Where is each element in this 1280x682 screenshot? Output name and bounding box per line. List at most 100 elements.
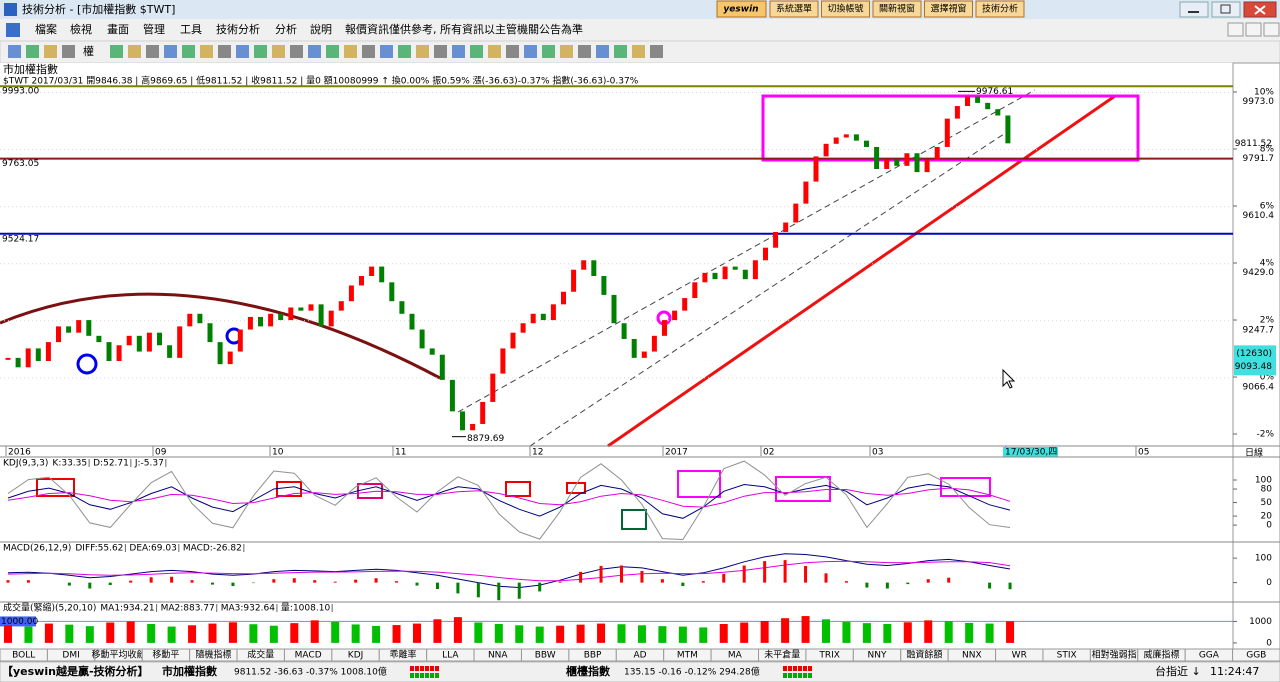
tool-icon[interactable] bbox=[62, 45, 75, 58]
top-button[interactable] bbox=[872, 0, 922, 18]
tab-label[interactable]: STIX bbox=[1057, 651, 1077, 661]
tab-label[interactable]: 未平倉量 bbox=[764, 649, 800, 661]
tab-label[interactable]: DMI bbox=[62, 651, 79, 661]
tab-label[interactable]: 乖離率 bbox=[389, 649, 416, 661]
candle bbox=[742, 269, 748, 280]
tab-label[interactable]: MA bbox=[728, 651, 743, 661]
close-icon bbox=[1254, 5, 1266, 15]
bar bbox=[85, 626, 94, 643]
tool-icon[interactable] bbox=[416, 45, 429, 58]
tab-label[interactable]: BBP bbox=[584, 651, 602, 661]
tab-label[interactable]: KDJ bbox=[348, 651, 364, 661]
tab-label[interactable]: 移動平 bbox=[152, 649, 179, 661]
candle bbox=[197, 313, 203, 324]
tool-icon[interactable] bbox=[578, 45, 591, 58]
tool-icon[interactable] bbox=[632, 45, 645, 58]
tab-label[interactable]: MTM bbox=[677, 651, 698, 661]
tab-label[interactable]: MACD bbox=[295, 651, 322, 661]
mini-bar bbox=[420, 666, 424, 671]
tool-icon[interactable] bbox=[218, 45, 231, 58]
top-button[interactable] bbox=[975, 0, 1025, 18]
top-button[interactable] bbox=[924, 0, 973, 18]
menu-item[interactable]: 檔案 bbox=[35, 22, 57, 36]
tool-icon[interactable] bbox=[524, 45, 537, 58]
candle bbox=[409, 313, 415, 330]
logo-button[interactable] bbox=[716, 0, 767, 18]
restore[interactable] bbox=[1211, 1, 1241, 18]
tool-icon[interactable] bbox=[254, 45, 267, 58]
top-button[interactable] bbox=[769, 0, 819, 18]
candle bbox=[187, 313, 193, 327]
tool-icon[interactable] bbox=[44, 45, 57, 58]
tool-icon[interactable] bbox=[290, 45, 303, 58]
tab[interactable] bbox=[1232, 648, 1280, 662]
tool-icon[interactable] bbox=[128, 45, 141, 58]
tool-icon[interactable] bbox=[164, 45, 177, 58]
tab-label[interactable]: NNY bbox=[868, 651, 887, 661]
tool-icon[interactable] bbox=[398, 45, 411, 58]
top-button-label[interactable]: 切換帳號 bbox=[827, 3, 863, 15]
tab-label[interactable]: 成交量 bbox=[247, 649, 274, 661]
top-button-label[interactable]: 選擇視窗 bbox=[930, 3, 966, 15]
tool-icon[interactable] bbox=[560, 45, 573, 58]
tab-label[interactable]: GGA bbox=[1199, 651, 1220, 661]
tool-icon[interactable] bbox=[452, 45, 465, 58]
tab-label[interactable]: GGB bbox=[1246, 651, 1266, 661]
tab-label[interactable]: 威廉指標 bbox=[1143, 649, 1179, 661]
mdi-button[interactable] bbox=[1227, 22, 1244, 37]
top-button[interactable] bbox=[821, 0, 870, 18]
mini-bar bbox=[425, 673, 429, 678]
tab-label[interactable]: TRIX bbox=[818, 651, 840, 661]
tab-label[interactable]: NNX bbox=[962, 651, 982, 661]
tab-label[interactable]: LLA bbox=[442, 651, 459, 661]
tool-icon[interactable] bbox=[488, 45, 501, 58]
tab-label[interactable]: WR bbox=[1012, 651, 1027, 661]
mdi-button[interactable] bbox=[1263, 22, 1280, 37]
x-tick-label: 10 bbox=[272, 448, 284, 458]
menu-item[interactable]: 技術分析 bbox=[216, 22, 260, 36]
menu-item[interactable]: 工具 bbox=[180, 23, 202, 36]
top-button-label[interactable]: 技術分析 bbox=[982, 3, 1018, 15]
tool-icon[interactable] bbox=[110, 45, 123, 58]
tool-icon[interactable] bbox=[596, 45, 609, 58]
tool-icon[interactable] bbox=[650, 45, 663, 58]
tool-icon[interactable] bbox=[146, 45, 159, 58]
top-button-label[interactable]: 關新視窗 bbox=[879, 3, 915, 15]
tool-icon[interactable] bbox=[344, 45, 357, 58]
tool-icon[interactable] bbox=[8, 45, 21, 58]
tab-label[interactable]: BBW bbox=[535, 651, 556, 661]
tool-icon[interactable] bbox=[272, 45, 285, 58]
tool-icon[interactable] bbox=[362, 45, 375, 58]
tool-icon[interactable] bbox=[182, 45, 195, 58]
toolbar-label[interactable]: 權 bbox=[83, 45, 94, 58]
tool-icon[interactable] bbox=[542, 45, 555, 58]
menu-item[interactable]: 畫面 bbox=[107, 22, 129, 36]
bar bbox=[231, 582, 235, 587]
tool-icon[interactable] bbox=[200, 45, 213, 58]
tool-icon[interactable] bbox=[236, 45, 249, 58]
tab-label[interactable]: 移動平均收斂 bbox=[92, 649, 146, 661]
tool-icon[interactable] bbox=[506, 45, 519, 58]
tab-label[interactable]: 相對強弱指 bbox=[1092, 649, 1137, 661]
tool-icon[interactable] bbox=[26, 45, 39, 58]
tool-icon[interactable] bbox=[614, 45, 627, 58]
minimize[interactable] bbox=[1179, 1, 1209, 18]
tab-label[interactable]: 隨機指標 bbox=[195, 649, 231, 661]
tool-icon[interactable] bbox=[434, 45, 447, 58]
tool-icon[interactable] bbox=[308, 45, 321, 58]
tab-label[interactable]: 融資餘額 bbox=[906, 649, 942, 661]
tool-icon[interactable] bbox=[470, 45, 483, 58]
menu-item[interactable]: 分析 bbox=[275, 22, 297, 36]
tool-icon[interactable] bbox=[326, 45, 339, 58]
tool-icon[interactable] bbox=[380, 45, 393, 58]
tab-label[interactable]: NNA bbox=[488, 651, 508, 661]
menu-item[interactable]: 說明 bbox=[310, 22, 332, 36]
candle bbox=[712, 272, 718, 280]
top-button-label[interactable]: 系統選單 bbox=[776, 3, 812, 15]
tab-label[interactable]: AD bbox=[633, 651, 646, 661]
tab-label[interactable]: BOLL bbox=[12, 651, 35, 661]
mini-bar bbox=[783, 673, 787, 678]
menu-item[interactable]: 檢視 bbox=[70, 22, 92, 36]
menu-item[interactable]: 管理 bbox=[143, 22, 165, 36]
mdi-button[interactable] bbox=[1245, 22, 1262, 37]
